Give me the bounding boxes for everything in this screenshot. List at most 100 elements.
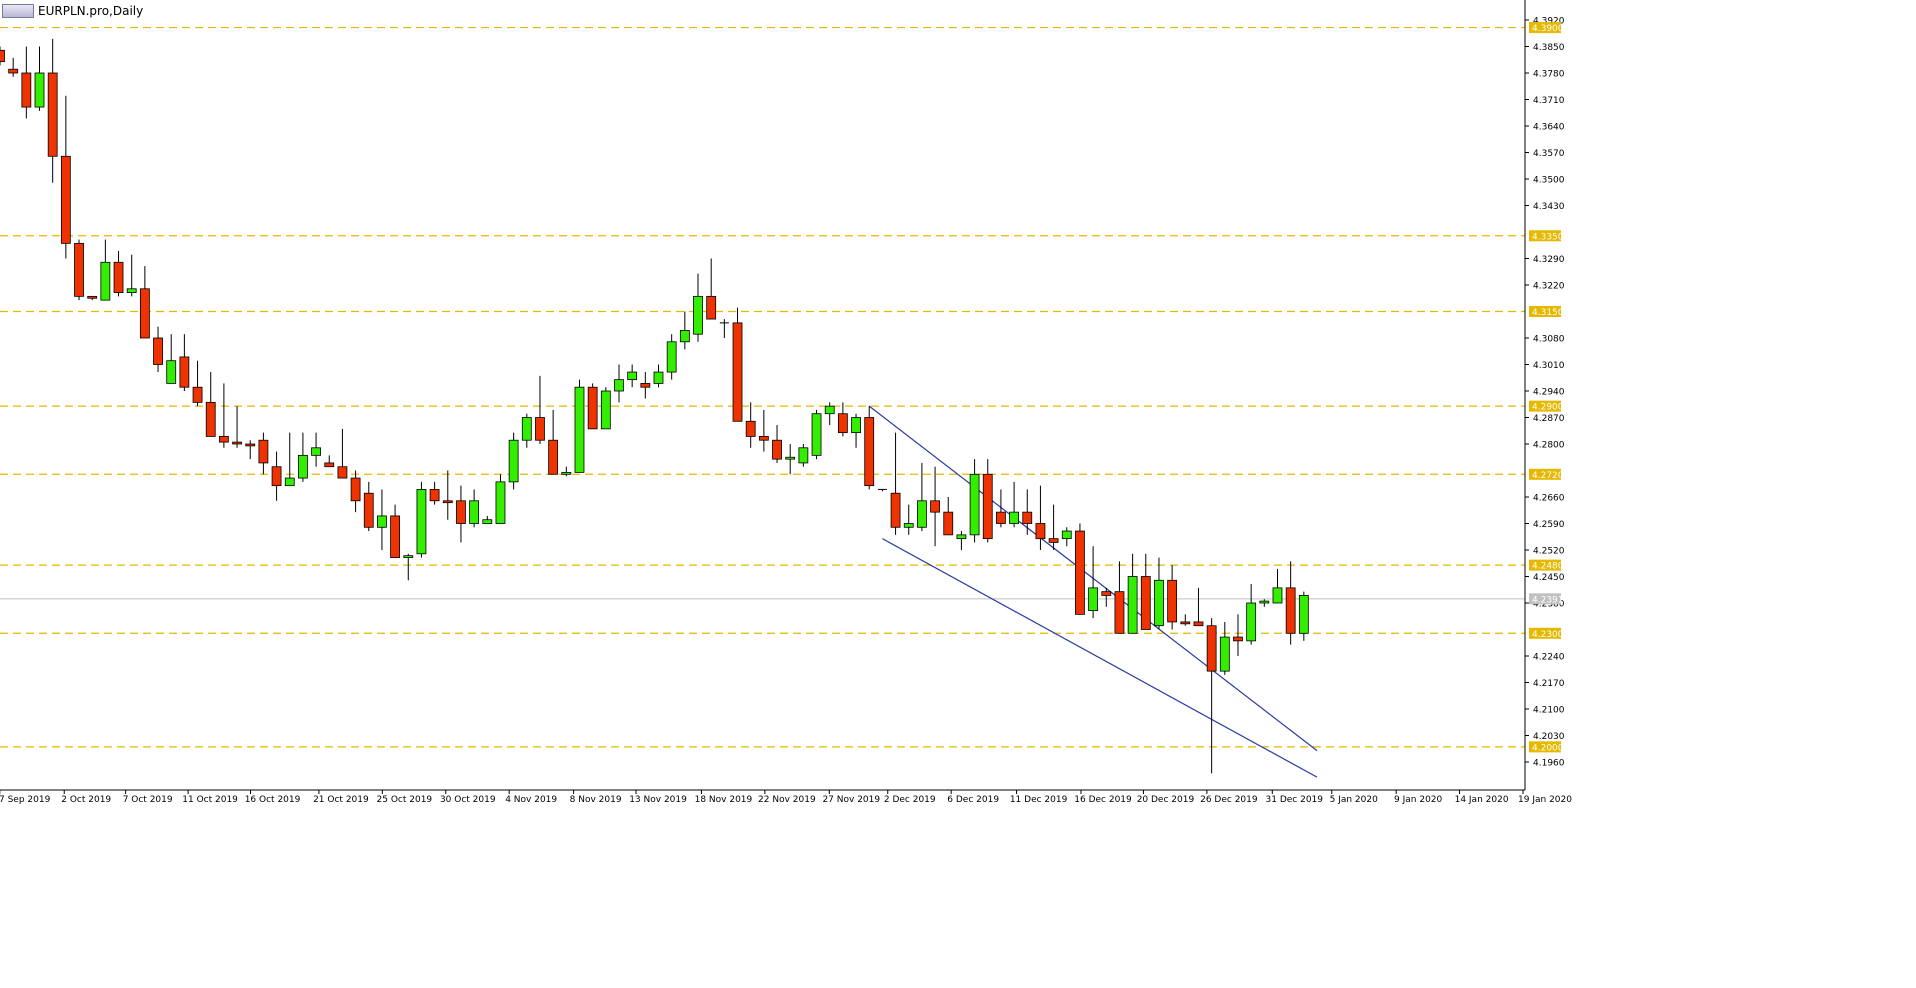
candle[interactable] [403, 553, 414, 581]
candle[interactable] [877, 488, 887, 492]
candle[interactable] [429, 481, 440, 505]
candle[interactable] [284, 432, 295, 487]
candle[interactable] [943, 497, 954, 536]
candle[interactable] [100, 239, 111, 301]
candle[interactable] [482, 515, 493, 524]
candle[interactable] [1061, 527, 1072, 547]
candle[interactable] [1075, 523, 1085, 615]
candle[interactable] [1233, 614, 1243, 656]
candle[interactable] [258, 432, 269, 475]
candle[interactable] [706, 258, 717, 320]
candle[interactable] [679, 311, 690, 350]
candle[interactable] [587, 383, 598, 430]
candle[interactable] [60, 95, 71, 259]
candle[interactable] [627, 364, 638, 388]
candle[interactable] [245, 440, 256, 460]
candle[interactable] [232, 406, 242, 448]
candle[interactable] [864, 406, 875, 490]
candle[interactable] [640, 372, 651, 399]
candle[interactable] [798, 444, 809, 467]
candle[interactable] [614, 364, 624, 403]
candle[interactable] [521, 413, 532, 448]
candle[interactable] [1154, 557, 1164, 630]
candle[interactable] [732, 307, 743, 422]
candle[interactable] [666, 334, 677, 380]
candle[interactable] [298, 432, 308, 482]
candle[interactable] [324, 455, 335, 468]
candle[interactable] [153, 326, 163, 373]
candle[interactable] [1035, 485, 1046, 550]
candle[interactable] [87, 295, 98, 301]
candle[interactable] [653, 364, 664, 388]
candle[interactable] [363, 481, 374, 532]
candle[interactable] [851, 413, 861, 448]
candle[interactable] [1285, 561, 1296, 645]
candle[interactable] [390, 504, 401, 558]
candle[interactable] [930, 466, 940, 547]
candle[interactable] [416, 481, 427, 558]
candle[interactable] [772, 425, 782, 463]
candle[interactable] [1088, 546, 1099, 619]
candle[interactable] [0, 46, 5, 66]
candle[interactable] [693, 273, 703, 342]
candle[interactable] [1180, 614, 1191, 626]
candle[interactable] [469, 489, 480, 528]
candle[interactable] [719, 319, 729, 338]
candle[interactable] [1259, 599, 1270, 607]
candle[interactable] [1167, 565, 1178, 630]
candle[interactable] [824, 402, 835, 426]
candle[interactable] [758, 409, 769, 452]
candle[interactable] [113, 250, 124, 297]
candle[interactable] [600, 387, 611, 430]
candle[interactable] [548, 409, 559, 475]
candle[interactable] [218, 383, 229, 448]
candle[interactable] [982, 459, 993, 543]
candle[interactable] [271, 451, 282, 501]
candle[interactable] [837, 402, 848, 437]
candle[interactable] [917, 462, 927, 532]
candle[interactable] [535, 375, 545, 444]
candle[interactable] [969, 459, 980, 543]
candle[interactable] [139, 266, 150, 339]
candle[interactable] [205, 372, 216, 437]
candle[interactable] [745, 402, 756, 448]
candle[interactable] [442, 470, 453, 520]
candle[interactable] [311, 432, 321, 467]
candle[interactable] [1246, 584, 1257, 645]
candle[interactable] [350, 470, 361, 513]
candle[interactable] [1140, 553, 1151, 630]
candle[interactable] [785, 444, 796, 475]
candle[interactable] [956, 531, 967, 550]
candle[interactable] [377, 489, 387, 550]
candle[interactable] [1193, 587, 1204, 627]
candle[interactable] [8, 57, 19, 77]
candle[interactable] [337, 428, 348, 479]
channel-lower-line[interactable] [882, 538, 1318, 778]
candle[interactable] [1009, 481, 1019, 528]
candle[interactable] [495, 474, 506, 524]
candle[interactable] [574, 379, 585, 473]
candle[interactable] [1272, 568, 1283, 604]
candle[interactable] [74, 239, 84, 301]
candle[interactable] [903, 504, 914, 535]
candle[interactable] [996, 489, 1006, 528]
candle[interactable] [890, 432, 901, 535]
candle[interactable] [1048, 504, 1059, 550]
candle[interactable] [1127, 553, 1138, 634]
candle[interactable] [126, 254, 137, 297]
candle[interactable] [561, 466, 572, 477]
candle[interactable] [1114, 561, 1125, 634]
candle[interactable] [508, 432, 519, 490]
candle[interactable] [1206, 618, 1217, 774]
candle[interactable] [811, 409, 822, 460]
candle[interactable] [1022, 489, 1033, 535]
candle[interactable] [1298, 591, 1309, 641]
candle[interactable] [1219, 621, 1230, 675]
candle[interactable] [179, 334, 190, 391]
candle[interactable] [1101, 587, 1112, 607]
candle[interactable] [166, 334, 177, 384]
candle[interactable] [47, 38, 58, 183]
candle[interactable] [34, 46, 45, 111]
